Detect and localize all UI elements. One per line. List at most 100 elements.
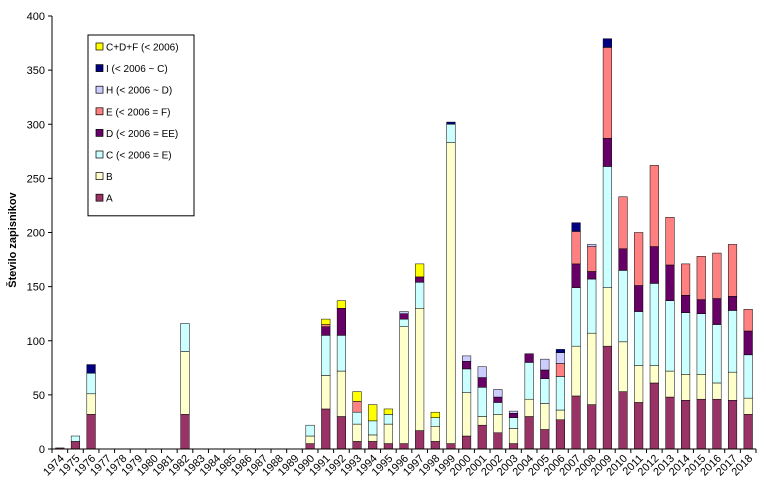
bar-1997-series-7	[415, 263, 425, 278]
bar-2005-series-5	[540, 358, 550, 371]
bar-2002-series-2	[493, 402, 503, 415]
bar-1991-series-1	[321, 375, 331, 410]
bar-1982-series-2	[180, 323, 190, 352]
bar-2017-series-1	[727, 371, 738, 401]
bar-1991-series-7	[321, 318, 331, 325]
bar-2013-series-3	[665, 264, 675, 301]
bar-1991-series-2	[321, 335, 331, 376]
bar-1991-series-0	[321, 408, 331, 450]
bar-1997-series-3	[415, 276, 425, 283]
bar-2012-series-2	[649, 283, 659, 366]
bar-1998-series-1	[430, 426, 440, 442]
ticks-group: 0501001502002503003504001974197519761977…	[27, 11, 757, 478]
y-tick-label: 350	[27, 65, 45, 77]
bar-2007-series-0	[571, 395, 581, 450]
legend-swatch	[95, 129, 104, 137]
bar-2010-series-3	[618, 248, 628, 271]
bar-1997-series-1	[415, 308, 425, 431]
bar-2012-series-1	[649, 365, 659, 384]
legend-label: C+D+F (< 2006)	[106, 43, 179, 54]
bar-1996-series-3	[399, 313, 409, 320]
bar-2011-series-4	[634, 232, 644, 286]
y-tick-label: 250	[27, 173, 45, 185]
bar-2010-series-1	[618, 341, 628, 392]
bar-2000-series-1	[462, 392, 472, 437]
bar-1993-series-2	[352, 411, 362, 425]
bar-1990-series-2	[305, 424, 315, 437]
legend-swatch	[95, 42, 104, 51]
bar-2000-series-5	[462, 355, 472, 362]
legend-box	[87, 34, 195, 217]
legend-label: A	[106, 194, 113, 205]
bar-2014-series-1	[681, 374, 691, 401]
bar-2003-series-5	[508, 410, 519, 414]
y-tick-label: 0	[39, 444, 45, 456]
y-tick-label: 50	[33, 390, 45, 402]
bar-2017-series-4	[727, 244, 738, 297]
bar-2017-series-2	[727, 310, 738, 373]
bar-2002-series-3	[493, 396, 503, 403]
bar-2018-series-1	[743, 397, 753, 415]
legend-swatch	[95, 64, 104, 72]
bar-1997-series-2	[415, 282, 425, 309]
bar-1993-series-1	[352, 423, 362, 442]
y-axis-label: Število zapisnikov	[6, 191, 19, 287]
y-tick-label: 200	[27, 228, 45, 240]
bar-2014-series-0	[681, 400, 691, 450]
bar-2016-series-0	[712, 398, 722, 450]
bar-2005-series-0	[540, 429, 550, 450]
bar-2018-series-0	[743, 414, 753, 450]
bar-1998-series-0	[430, 441, 440, 450]
bar-2012-series-3	[649, 246, 659, 284]
bar-2006-series-2	[555, 376, 565, 411]
y-tick-label: 300	[27, 119, 45, 131]
y-tick-label: 400	[27, 11, 45, 23]
bar-2009-series-2	[602, 166, 612, 288]
bar-1994-series-2	[368, 420, 378, 436]
bar-2003-series-0	[508, 443, 519, 450]
bar-2015-series-4	[696, 256, 706, 300]
bar-2010-series-0	[618, 391, 628, 450]
bar-2008-series-2	[587, 278, 597, 334]
bar-1976-series-2	[86, 372, 96, 395]
bar-1976-series-1	[86, 393, 96, 415]
legend-swatch	[95, 193, 104, 202]
bar-2001-series-0	[477, 424, 487, 450]
bar-2016-series-2	[712, 324, 722, 384]
bar-2009-series-1	[602, 287, 612, 347]
bar-2018-series-4	[743, 309, 753, 332]
bar-2010-series-4	[618, 196, 628, 249]
bar-2005-series-2	[540, 378, 550, 404]
bar-1975-series-2	[70, 435, 81, 442]
bar-2009-series-6	[602, 38, 612, 48]
bar-2015-series-0	[696, 398, 706, 450]
bar-1993-series-0	[352, 441, 362, 450]
bar-2015-series-3	[696, 299, 706, 314]
bar-2014-series-2	[681, 312, 691, 375]
bar-1990-series-1	[305, 435, 315, 444]
bar-2004-series-2	[524, 362, 534, 400]
bar-2004-series-3	[524, 353, 534, 363]
bar-2000-series-3	[462, 361, 472, 370]
bar-1997-series-0	[415, 430, 425, 450]
bar-1992-series-1	[336, 370, 346, 417]
bar-2006-series-4	[555, 363, 565, 377]
legend-label: H (< 2006 ~ D)	[106, 86, 172, 97]
bar-1990-series-0	[305, 443, 315, 450]
bar-2011-series-1	[634, 365, 644, 403]
bar-1991-series-3	[321, 326, 331, 336]
bar-2013-series-2	[665, 300, 675, 372]
bar-2016-series-1	[712, 382, 722, 400]
bar-2017-series-3	[727, 296, 738, 311]
bar-1999-series-6	[446, 121, 456, 125]
bar-1996-series-5	[399, 311, 409, 314]
y-tick-label: 150	[27, 282, 45, 294]
bar-2017-series-0	[727, 400, 738, 450]
bar-1994-series-1	[368, 434, 378, 442]
legend-label: B	[106, 172, 113, 183]
bar-2003-series-3	[508, 413, 519, 418]
bar-2018-series-3	[743, 330, 753, 356]
bar-2001-series-1	[477, 416, 487, 426]
bar-2014-series-4	[681, 263, 691, 296]
bar-2009-series-0	[602, 345, 612, 450]
